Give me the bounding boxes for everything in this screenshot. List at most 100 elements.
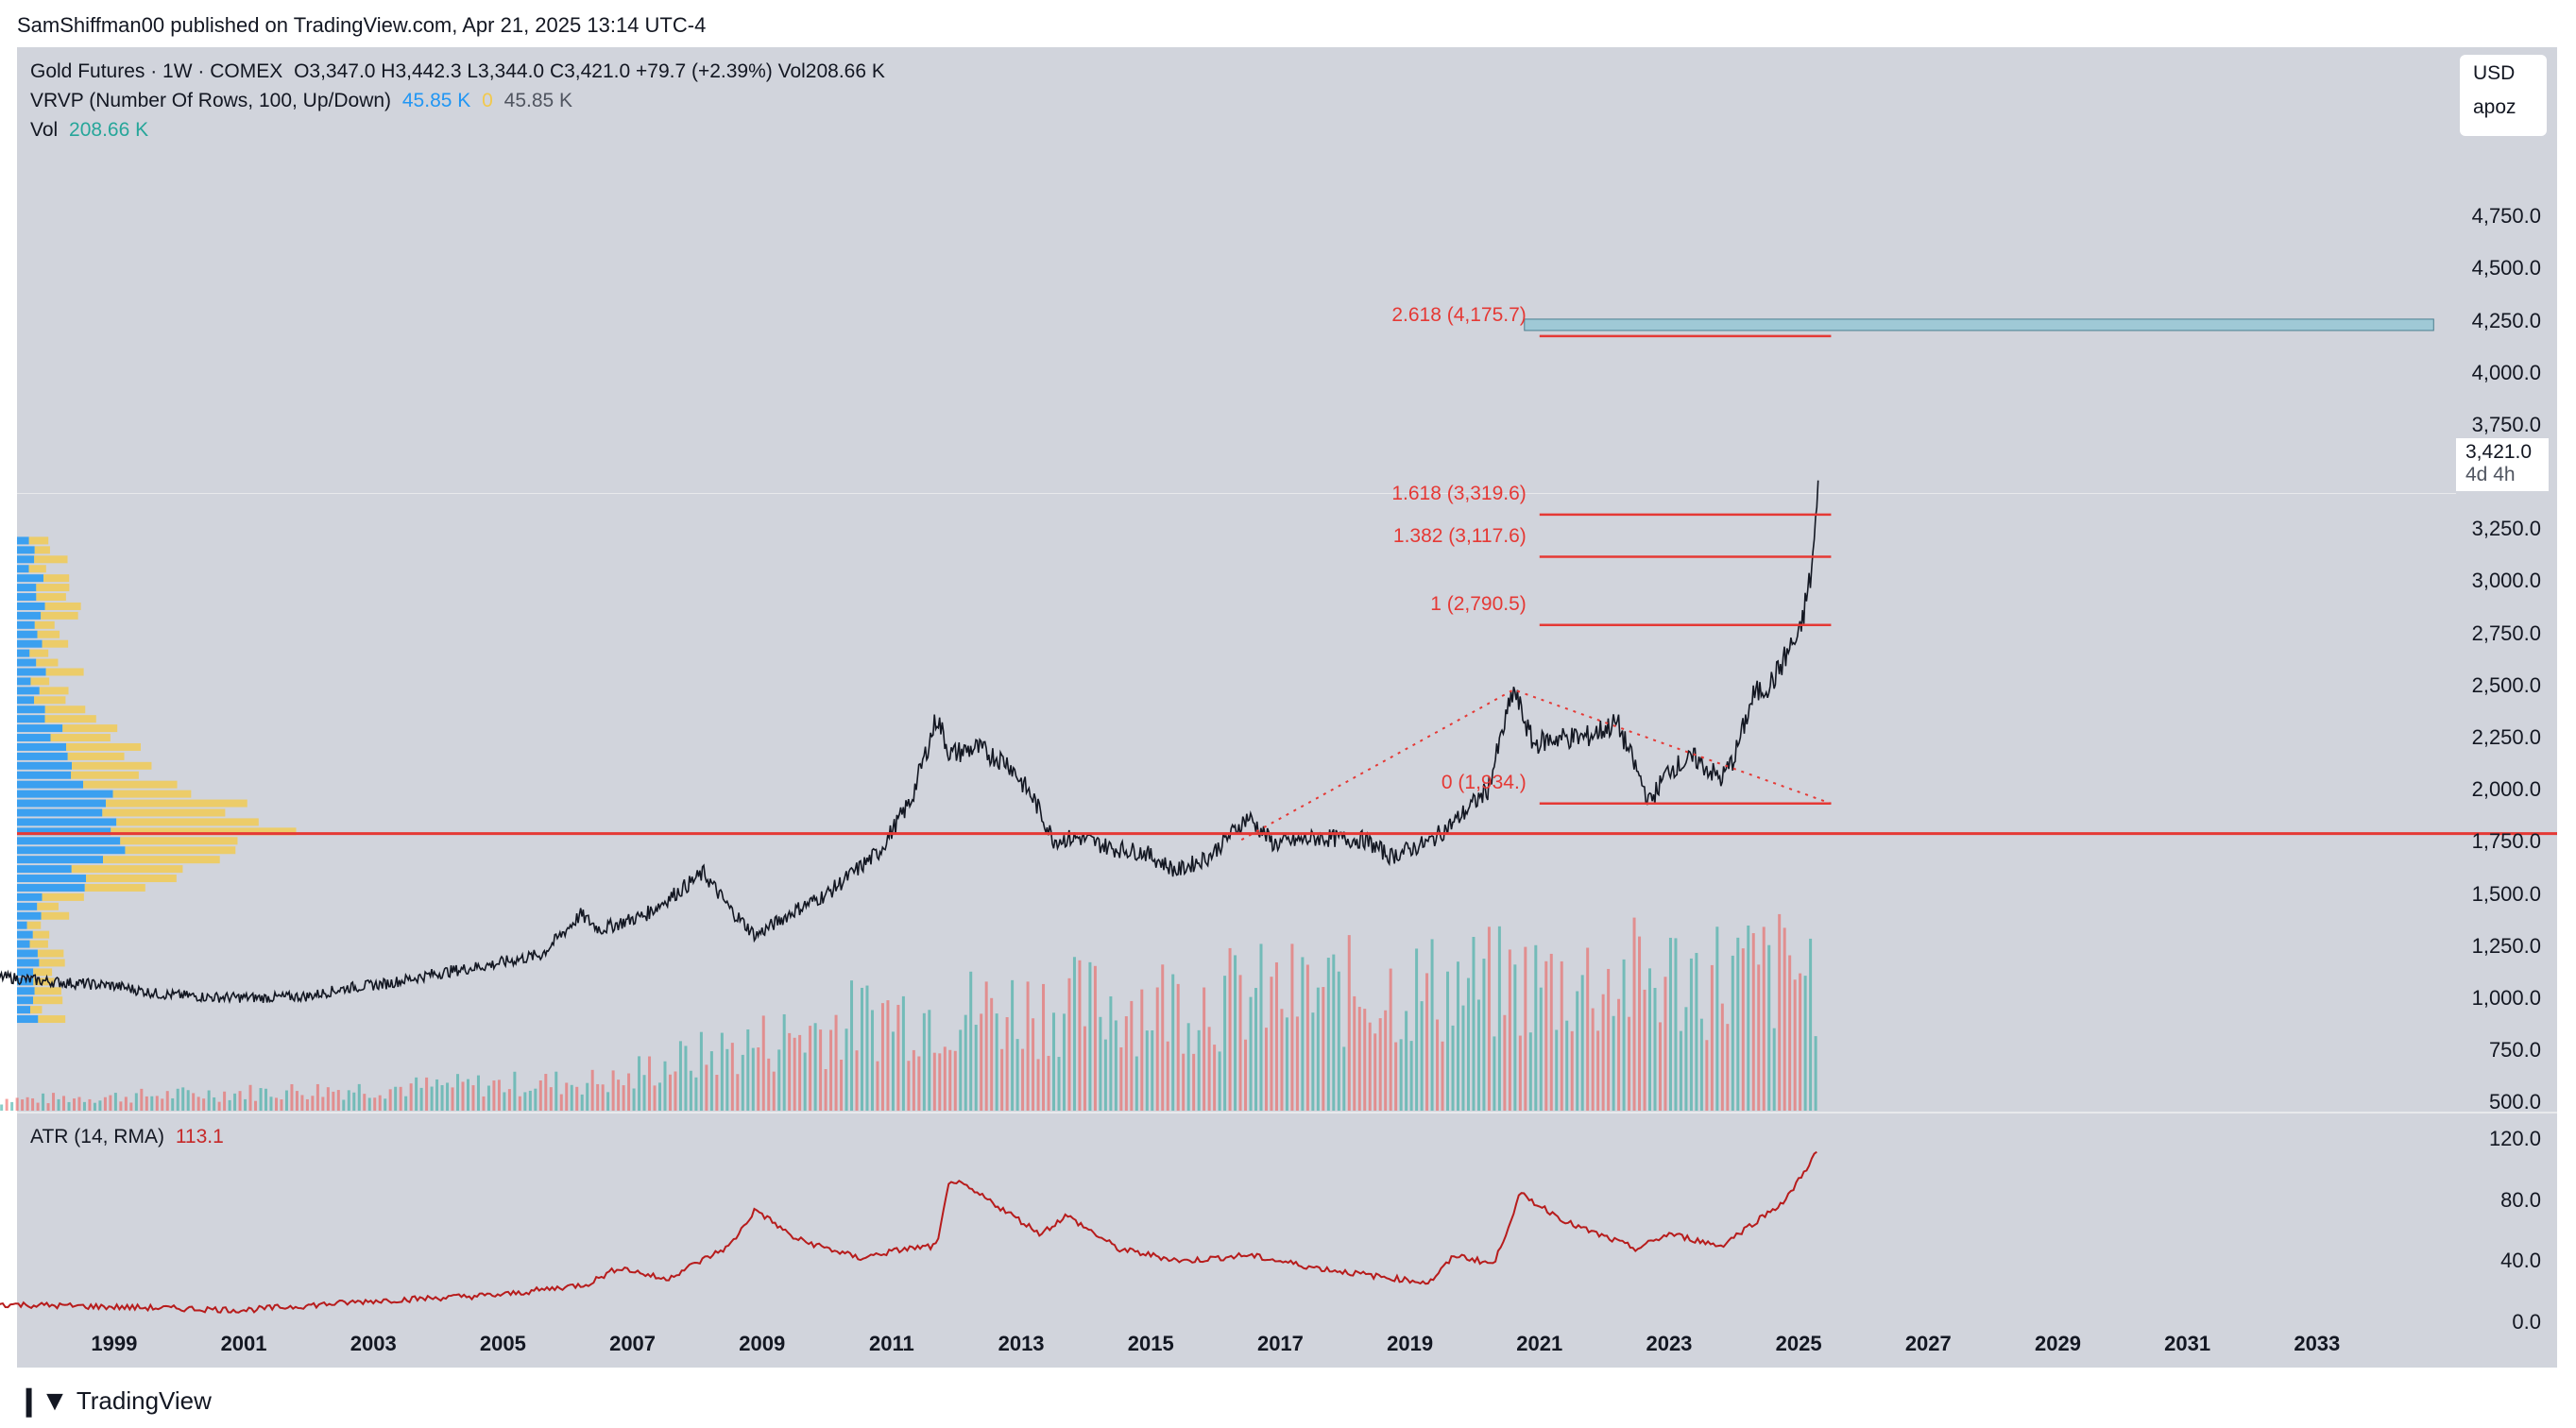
- price-tick: 1,250.0: [2471, 933, 2541, 958]
- volume-bar: [829, 1029, 833, 1111]
- vp-down-bar: [86, 875, 177, 883]
- chart-pane[interactable]: [17, 47, 2557, 1368]
- vp-up-bar: [17, 902, 38, 910]
- volume-bar: [15, 1097, 19, 1111]
- vp-down-bar: [83, 780, 178, 789]
- volume-bar: [1441, 1041, 1444, 1111]
- volume-bar: [1357, 1007, 1361, 1111]
- volume-bar: [1446, 971, 1450, 1111]
- volume-bar: [1788, 955, 1792, 1111]
- volume-bar: [1182, 1053, 1186, 1111]
- volume-bar: [974, 1025, 978, 1111]
- legend-vrvp-row[interactable]: VRVP (Number Of Rows, 100, Up/Down) 45.8…: [30, 90, 572, 112]
- volume-bar: [1000, 1048, 1004, 1111]
- volume-bar: [347, 1090, 350, 1111]
- vp-down-bar: [39, 959, 65, 967]
- price-tick: 4,000.0: [2471, 360, 2541, 384]
- volume-bar: [1254, 988, 1258, 1111]
- vp-down-bar: [38, 1015, 66, 1024]
- vp-down-bar: [28, 536, 49, 545]
- volume-bar: [980, 1013, 983, 1111]
- volume-bar: [492, 1080, 496, 1111]
- time-tick: 2023: [1646, 1332, 1693, 1355]
- volume-bar: [207, 1090, 211, 1111]
- vp-down-bar: [29, 940, 48, 948]
- vp-up-bar: [17, 959, 40, 967]
- volume-bar: [26, 1096, 29, 1111]
- volume-bar: [663, 1061, 667, 1111]
- volume-bar: [880, 1003, 884, 1111]
- volume-bar: [1720, 1003, 1724, 1111]
- vp-down-bar: [44, 715, 96, 723]
- fib-level-label: 1 (2,790.5): [1430, 592, 1527, 615]
- vrvp-label: VRVP (Number Of Rows, 100, Up/Down): [30, 90, 392, 111]
- volume-bar: [777, 1049, 781, 1111]
- volume-bar: [238, 1091, 242, 1111]
- volume-bar: [1695, 952, 1698, 1111]
- symbol-label: Gold Futures · 1W · COMEX: [30, 60, 283, 82]
- volume-bar: [21, 1099, 25, 1111]
- volume-bar: [384, 1098, 387, 1111]
- volume-bar: [284, 1090, 288, 1111]
- volume-bar: [1425, 973, 1429, 1111]
- volume-bar: [165, 1091, 169, 1111]
- time-tick: 2003: [350, 1332, 397, 1355]
- volume-bar: [1668, 937, 1672, 1111]
- currency-selector[interactable]: USD apoz: [2460, 55, 2547, 136]
- volume-bar: [694, 1077, 698, 1111]
- volume-bar: [844, 1028, 848, 1111]
- volume-bar: [1399, 1039, 1403, 1111]
- volume-bar: [901, 995, 905, 1111]
- fib-level-label: 2.618 (4,175.7): [1391, 303, 1527, 326]
- footer-brand[interactable]: ❙▼ TradingView: [17, 1385, 212, 1418]
- volume-bar: [1378, 1018, 1382, 1111]
- volume-bar: [1555, 1029, 1559, 1111]
- fib-level-label: 1.382 (3,117.6): [1392, 524, 1527, 547]
- volume-bar: [1715, 926, 1719, 1111]
- volume-bar: [570, 1084, 573, 1111]
- volume-bar: [684, 1046, 688, 1111]
- volume-bar: [228, 1099, 231, 1111]
- vp-up-bar: [17, 724, 63, 733]
- volume-bar: [891, 1031, 895, 1111]
- vp-down-bar: [43, 574, 70, 583]
- volume-bar: [1057, 1057, 1061, 1111]
- volume-bar: [1565, 1020, 1569, 1111]
- volume-bar: [938, 1053, 942, 1111]
- vp-up-bar: [17, 593, 37, 602]
- time-tick: 2025: [1775, 1332, 1822, 1355]
- volume-bar: [57, 1098, 60, 1111]
- vp-down-bar: [36, 658, 59, 667]
- volume-bar: [1021, 1048, 1025, 1111]
- volume-bar: [730, 1043, 734, 1111]
- time-tick: 2013: [998, 1332, 1045, 1355]
- volume-bar: [617, 1080, 621, 1111]
- volume-bar: [305, 1098, 309, 1111]
- volume-bar: [549, 1087, 553, 1111]
- vp-down-bar: [62, 724, 118, 733]
- vp-down-bar: [50, 734, 111, 742]
- volume-bar: [72, 1098, 76, 1111]
- vp-down-bar: [36, 584, 70, 592]
- volume-bar: [1389, 968, 1392, 1111]
- volume-bar: [746, 1028, 750, 1111]
- vp-up-bar: [17, 808, 103, 817]
- volume-bar: [969, 971, 973, 1111]
- volume-bar: [274, 1097, 278, 1111]
- volume-bar: [1601, 994, 1605, 1111]
- last-price: 3,421.0: [2465, 441, 2533, 463]
- volume-bar: [1674, 938, 1678, 1111]
- legend-vol-row[interactable]: Vol 208.66 K: [30, 119, 148, 142]
- volume-bar: [658, 1082, 662, 1111]
- volume-bar: [1762, 926, 1766, 1111]
- volume-bar: [622, 1085, 625, 1111]
- legend-symbol-row[interactable]: Gold Futures · 1W · COMEX O3,347.0 H3,44…: [30, 60, 885, 83]
- volume-bar: [554, 1071, 558, 1111]
- volume-bar: [1699, 1018, 1703, 1111]
- legend-atr-row[interactable]: ATR (14, RMA) 113.1: [30, 1126, 224, 1148]
- volume-bar: [896, 1004, 900, 1111]
- volume-bar: [943, 1046, 947, 1111]
- volume-bar: [627, 1073, 631, 1111]
- volume-bar: [1326, 958, 1330, 1111]
